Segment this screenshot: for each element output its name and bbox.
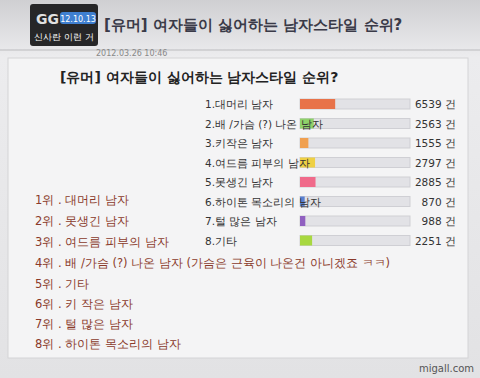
ranking-item: 8위 . 하이톤 목소리의 남자 — [35, 337, 181, 351]
chart-title: [유머] 여자들이 싫어하는 남자스타일 순위? — [60, 69, 338, 85]
ranking-item: 2위 . 못생긴 남자 — [35, 214, 129, 228]
category-label: 4.여드름 피부의 남자 — [205, 157, 310, 169]
category-label: 1.대머리 남자 — [205, 98, 273, 110]
page: [유머] 여자들이 싫어하는 남자스타일 순위? GG12.10.13 신사란 이런… — [0, 0, 480, 378]
bar — [300, 216, 305, 226]
panel — [8, 58, 468, 358]
category-label: 8.기타 — [205, 235, 237, 247]
data-label: 6539 건 — [415, 98, 456, 110]
data-label: 2563 건 — [415, 118, 456, 130]
bar — [300, 99, 335, 109]
post-datetime: 2012.03.26 10:46 — [96, 49, 167, 58]
bar-track — [300, 216, 410, 226]
ranking-item: 1위 . 대머리 남자 — [35, 193, 129, 207]
ranking-item: 4위 . 배 /가슴 (?) 나온 남자 (가슴은 근육이 나온건 아니겠죠 ㅋ… — [35, 256, 390, 270]
category-label: 3.키작은 남자 — [205, 137, 273, 149]
ranking-item: 3위 . 여드름 피부의 남자 — [35, 235, 169, 249]
logo-caption: 신사란 이런 거 — [34, 32, 94, 42]
category-label: 5.못생긴 남자 — [205, 176, 273, 188]
data-label: 1555 건 — [415, 137, 456, 149]
bar — [300, 236, 312, 246]
data-label: 988 건 — [422, 215, 456, 227]
ranking-item: 7위 . 털 많은 남자 — [35, 317, 133, 331]
logo: GG — [36, 11, 59, 27]
bar — [300, 177, 316, 187]
divider — [0, 50, 480, 51]
ranking: 1위 . 대머리 남자 2위 . 못생긴 남자 3위 . 여드름 피부의 남자 4위 … — [35, 193, 390, 351]
ranking-item: 6위 . 키 작은 남자 — [35, 297, 133, 311]
bar-track — [300, 99, 410, 109]
bar-track — [300, 138, 410, 148]
logo-box — [30, 4, 98, 46]
data-label: 2251 건 — [415, 235, 456, 247]
bar — [300, 138, 308, 148]
watermark: migall.com — [419, 363, 474, 374]
bar-track — [300, 236, 410, 246]
data-label: 2797 건 — [415, 157, 456, 169]
logo-date: 12.10.13 — [60, 15, 96, 24]
category-label: 2.배 /가슴 (?) 나온 남자 — [205, 118, 323, 130]
bar-track — [300, 158, 410, 168]
bar-track — [300, 177, 410, 187]
category-label: 7.털 많은 남자 — [205, 215, 277, 227]
date-pill — [60, 12, 96, 24]
banner-title: [유머] 여자들이 싫어하는 남자스타일 순위? — [104, 16, 402, 34]
background — [0, 0, 480, 378]
category-label: 6.하이톤 목소리의 남자 — [205, 196, 321, 208]
ranking-item: 5위 . 기타 — [35, 277, 89, 291]
data-label: 870 건 — [422, 196, 456, 208]
labels: 1.대머리 남자 6539 건 2.배 /가슴 (?) 나온 남자 2563 건 3.키… — [205, 98, 456, 247]
data-label: 2885 건 — [415, 176, 456, 188]
